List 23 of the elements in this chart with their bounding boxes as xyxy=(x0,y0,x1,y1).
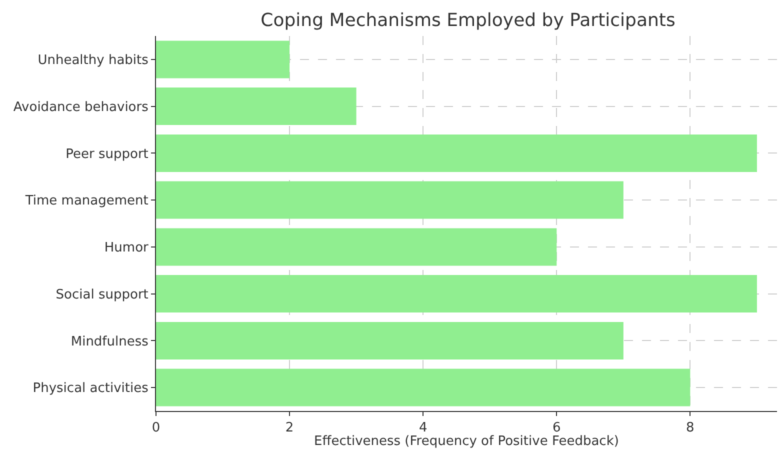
chart-title: Coping Mechanisms Employed by Participants xyxy=(260,10,676,32)
bar xyxy=(156,181,624,219)
y-tick-label: Peer support xyxy=(66,146,148,162)
bar xyxy=(156,40,290,78)
x-tick-label: 2 xyxy=(285,420,294,436)
bar xyxy=(156,88,356,126)
x-tick-label: 0 xyxy=(152,420,160,436)
x-tick-label: 8 xyxy=(686,420,694,436)
bar xyxy=(156,368,690,406)
y-tick-label: Mindfulness xyxy=(70,334,149,350)
bar xyxy=(156,322,624,360)
y-tick-label: Time management xyxy=(24,194,148,209)
bar xyxy=(156,228,557,266)
bar xyxy=(156,134,757,172)
y-tick-label: Physical activities xyxy=(32,381,149,396)
y-tick-label: Unhealthy habits xyxy=(38,52,149,68)
bar xyxy=(156,275,757,313)
x-axis-title: Effectiveness (Frequency of Positive Feedback) xyxy=(314,434,619,449)
y-tick-label: Social support xyxy=(56,287,148,302)
y-tick-label: Avoidance behaviors xyxy=(13,100,149,115)
x-tick-label: 4 xyxy=(418,420,428,436)
y-tick-label: Humor xyxy=(104,240,150,256)
x-tick-label: 6 xyxy=(552,420,561,436)
